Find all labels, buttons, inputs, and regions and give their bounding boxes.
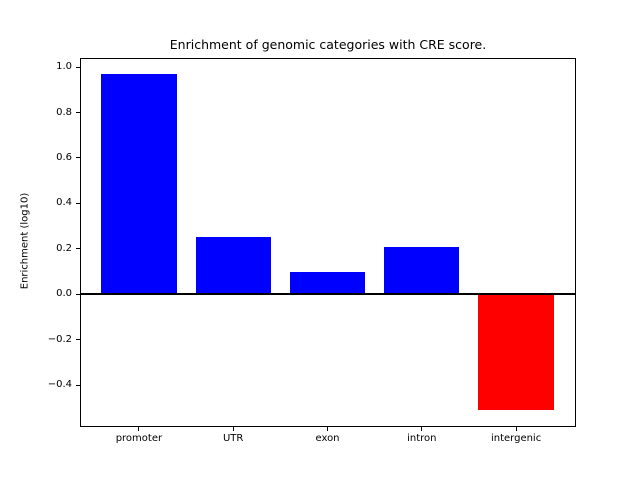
y-tick-label: 0.0 — [56, 288, 72, 300]
x-tick-label-intron: intron — [407, 433, 437, 444]
bar-exon — [289, 271, 366, 295]
y-tick-label: −0.4 — [47, 379, 72, 390]
x-tick-label-promoter: promoter — [115, 433, 163, 444]
x-tick — [515, 427, 517, 431]
x-tick — [327, 427, 328, 431]
y-tick-label: 0.2 — [56, 242, 72, 254]
bar-intron — [384, 246, 460, 295]
y-tick-label: 0.6 — [56, 151, 72, 163]
chart-title: Enrichment of genomic categories with CR… — [169, 37, 487, 52]
bar-intergenic — [478, 294, 554, 410]
bar-promoter — [101, 73, 177, 295]
y-tick-label: −0.2 — [47, 333, 72, 345]
x-tick — [232, 427, 234, 431]
y-tick — [76, 66, 80, 68]
y-tick — [76, 157, 80, 159]
y-tick-label: 0.4 — [56, 197, 72, 209]
y-tick — [76, 248, 80, 250]
y-tick-label: 1.0 — [56, 61, 72, 73]
y-tick — [76, 112, 80, 113]
x-tick-label-exon: exon — [315, 433, 340, 444]
x-tick-label-intergenic: intergenic — [490, 433, 542, 444]
y-tick — [76, 202, 80, 204]
y-tick — [76, 293, 80, 295]
x-tick — [421, 427, 423, 431]
zero-line — [80, 293, 576, 296]
bar-UTR — [195, 237, 271, 295]
y-tick — [76, 339, 80, 341]
y-tick — [76, 384, 80, 386]
x-tick — [138, 427, 140, 431]
y-tick-label: 0.8 — [56, 106, 72, 118]
x-tick-label-UTR: UTR — [222, 433, 244, 444]
